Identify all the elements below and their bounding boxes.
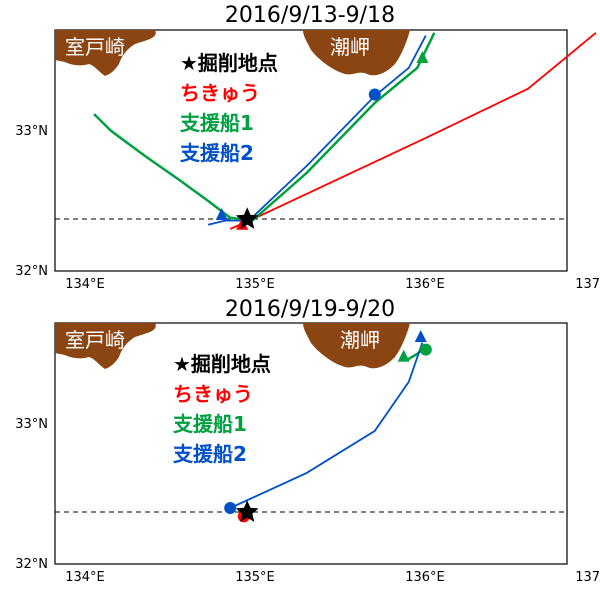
legend-support1: 支援船1	[173, 412, 247, 436]
map-panel-1: 2016/9/13-9/18 室戸崎 潮岬 ★掘削地点 ちきゅう 支援船1 支援…	[15, 3, 600, 292]
place-label-muroto: 室戸崎	[65, 35, 125, 59]
land-shionomisaki	[303, 323, 410, 369]
x-tick-135: 135°E	[235, 570, 275, 585]
track-support2	[207, 35, 427, 226]
y-tick-32: 32°N	[15, 264, 48, 279]
y-tick-33: 33°N	[15, 124, 48, 139]
place-label-shiono: 潮岬	[330, 35, 370, 59]
panel-title: 2016/9/13-9/18	[225, 3, 395, 28]
x-tick-137: 137°E	[575, 277, 600, 292]
x-tick-134: 134°E	[65, 570, 105, 585]
y-tick-32: 32°N	[15, 557, 48, 572]
legend-support1: 支援船1	[180, 111, 254, 135]
land-shionomisaki	[303, 30, 410, 76]
plot-frame	[54, 322, 568, 565]
legend-chikyu: ちきゅう	[180, 81, 260, 105]
vessel-marker	[368, 88, 381, 101]
panel-title: 2016/9/19-9/20	[225, 297, 395, 322]
drilling-site-star	[235, 207, 259, 229]
x-tick-136: 136°E	[405, 570, 445, 585]
legend-site: ★掘削地点	[180, 51, 278, 75]
place-label-shiono: 潮岬	[340, 328, 380, 352]
legend-support2: 支援船2	[173, 442, 247, 466]
plot-frame	[54, 29, 568, 272]
vessel-marker	[414, 330, 427, 343]
map-panel-2: 2016/9/19-9/20 室戸崎 潮岬 ★掘削地点 ちきゅう 支援船1 支援…	[15, 297, 600, 585]
vessel-marker	[215, 207, 228, 220]
vessel-marker	[416, 51, 429, 64]
track-support1	[93, 32, 436, 222]
x-tick-136: 136°E	[405, 277, 445, 292]
vessel-marker	[397, 349, 410, 362]
vessel-marker	[419, 343, 432, 356]
x-tick-134: 134°E	[65, 277, 105, 292]
legend: ★掘削地点 ちきゅう 支援船1 支援船2	[173, 352, 271, 466]
drilling-site-star	[235, 500, 259, 522]
legend-site: ★掘削地点	[173, 352, 271, 376]
x-tick-137: 137°E	[575, 570, 600, 585]
legend: ★掘削地点 ちきゅう 支援船1 支援船2	[180, 51, 278, 165]
track-support2	[229, 342, 424, 509]
vessel-marker	[224, 501, 237, 514]
x-tick-135: 135°E	[235, 277, 275, 292]
legend-support2: 支援船2	[180, 141, 254, 165]
place-label-muroto: 室戸崎	[65, 328, 125, 352]
land-muroto	[55, 30, 156, 76]
land-muroto	[55, 323, 156, 369]
legend-chikyu: ちきゅう	[173, 382, 253, 406]
y-tick-33: 33°N	[15, 417, 48, 432]
